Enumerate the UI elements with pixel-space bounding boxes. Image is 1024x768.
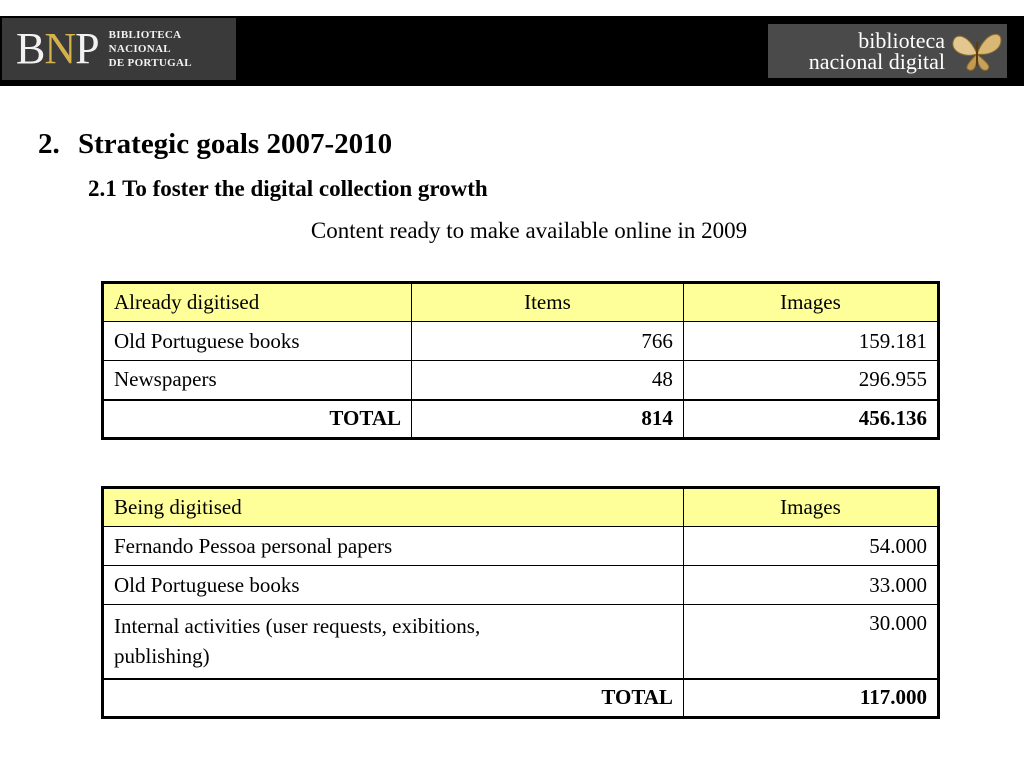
table-row: Old Portuguese books 766 159.181 [102,321,940,361]
title-text: Strategic goals 2007-2010 [78,128,393,160]
table-row: Old Portuguese books 33.000 [102,565,940,605]
bnp-letter-b: B [16,24,45,73]
table-cell: Internal activities (user requests, exib… [102,604,684,679]
header-cell: Items [411,282,684,322]
table-cell: 159.181 [682,321,940,361]
table-cell: Old Portuguese books [102,321,412,361]
butterfly-icon [952,33,1002,71]
bnd-logo-text: biblioteca nacional digital [808,28,945,74]
table-cell: Fernando Pessoa personal papers [102,526,684,566]
header-cell: Images [682,487,940,527]
bnp-letter-p: P [75,24,100,73]
total-row: TOTAL 814 456.136 [102,398,940,439]
total-cell: 117.000 [682,677,940,718]
bnp-logo-text: BIBLIOTECA NACIONAL DE PORTUGAL [109,28,192,70]
bnp-logo-line: NACIONAL [108,43,171,55]
table-cell: 48 [411,360,684,400]
total-label: TOTAL [102,677,684,718]
table-cell: 30.000 [682,604,940,679]
table-cell: 296.955 [682,360,940,400]
table-row: Internal activities (user requests, exib… [102,604,940,679]
bnp-letter-n: N [44,24,76,73]
total-cell: 814 [411,398,684,439]
bnd-logo-line: biblioteca [858,28,945,53]
table-cell: Newspapers [102,360,412,400]
total-row: TOTAL 117.000 [102,677,940,718]
table-caption: Content ready to make available online i… [310,218,748,243]
table-row: Newspapers 48 296.955 [102,360,940,400]
slide-title: 2. Strategic goals 2007-2010 [38,128,392,161]
total-cell: 456.136 [682,398,940,439]
table-cell: 766 [411,321,684,361]
table-cell: 54.000 [682,526,940,566]
table-row: Fernando Pessoa personal papers 54.000 [102,526,940,566]
bnd-logo: biblioteca nacional digital [768,24,1007,78]
slide-subtitle: 2.1 To foster the digital collection gro… [88,176,488,201]
header-cell: Already digitised [102,282,412,322]
table-header-row: Already digitised Items Images [102,282,940,322]
total-label: TOTAL [102,398,412,439]
table-cell: Old Portuguese books [102,565,684,605]
header-cell: Images [682,282,940,322]
bnd-logo-line: nacional digital [808,49,945,74]
table-cell: 33.000 [682,565,940,605]
table-header-row: Being digitised Images [102,487,940,527]
already-digitised-table: Already digitised Items Images Old Portu… [101,281,940,440]
bnp-logo-line: BIBLIOTECA [108,29,182,41]
header-cell: Being digitised [102,487,684,527]
section-number: 2. [38,128,60,160]
bnp-logo-line: DE PORTUGAL [108,57,192,69]
being-digitised-table: Being digitised Images Fernando Pessoa p… [101,486,940,719]
